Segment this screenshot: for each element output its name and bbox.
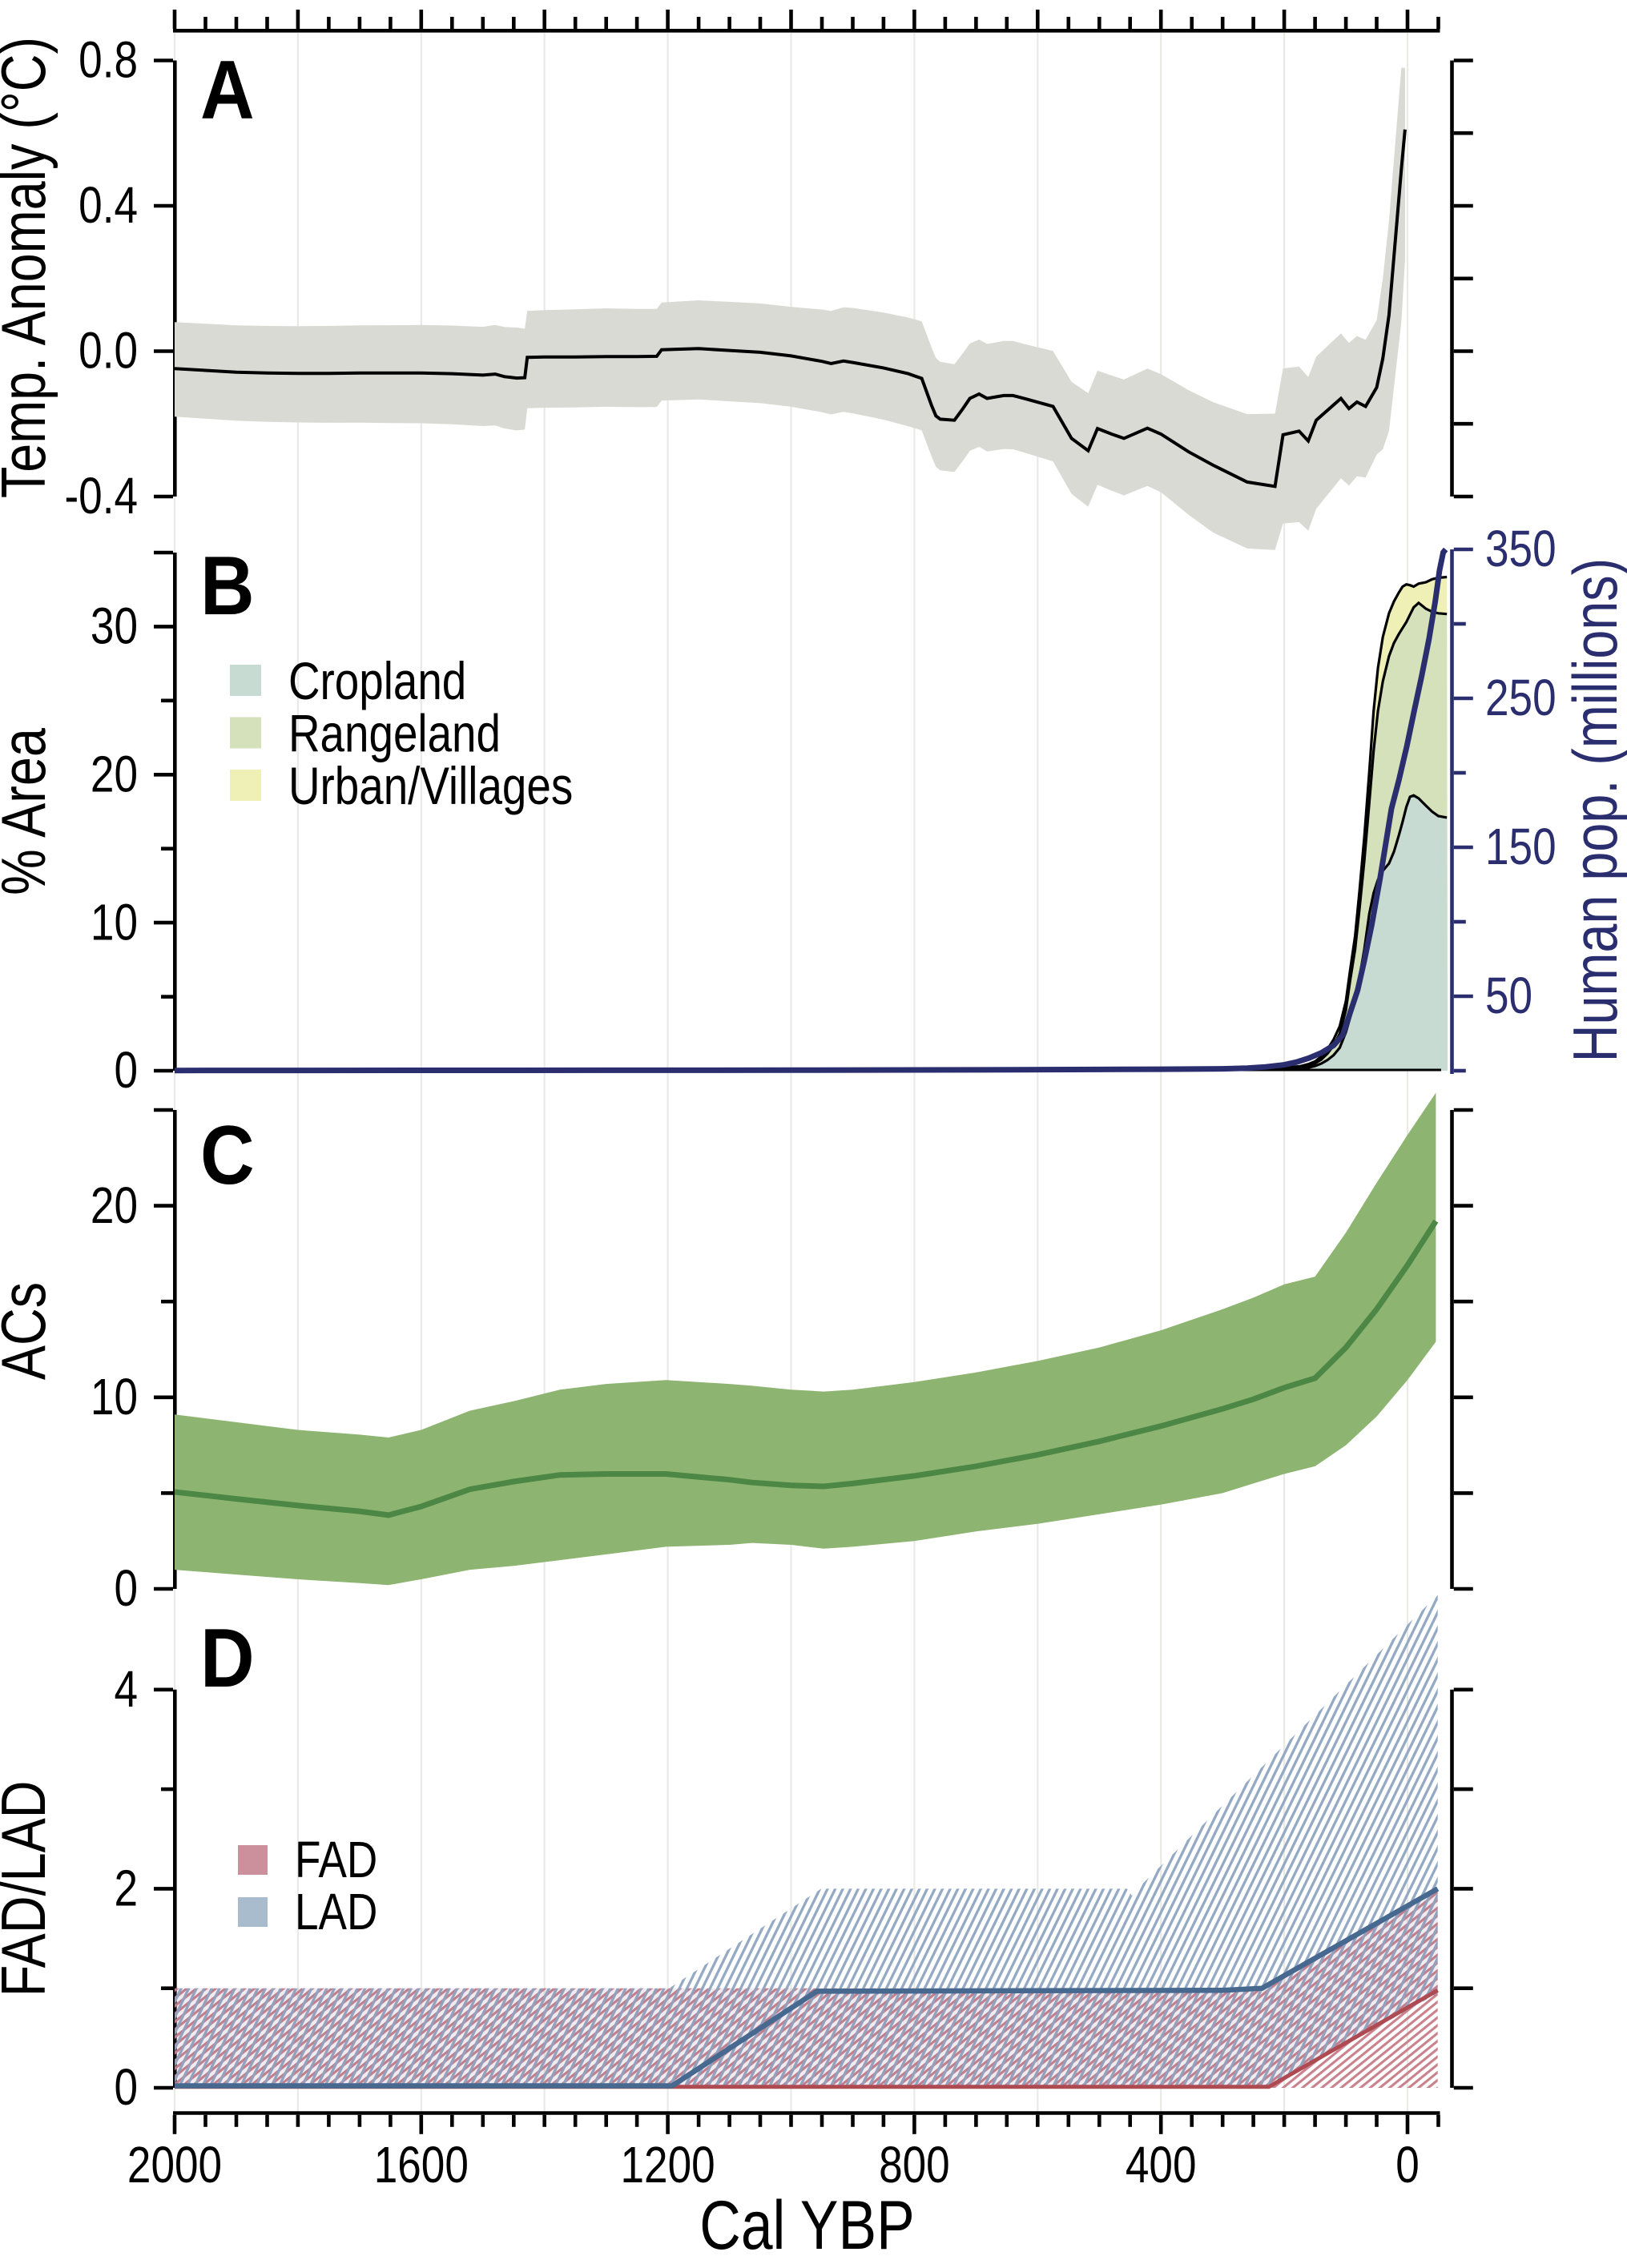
svg-text:Cropland: Cropland: [288, 651, 466, 710]
svg-text:FAD/LAD: FAD/LAD: [0, 1781, 59, 1997]
svg-text:0: 0: [1395, 2137, 1420, 2194]
svg-text:Temp. Anomaly (°C): Temp. Anomaly (°C): [0, 37, 59, 498]
svg-text:20: 20: [91, 746, 138, 803]
svg-text:Cal YBP: Cal YBP: [699, 2186, 914, 2264]
svg-text:Urban/Villages: Urban/Villages: [288, 756, 573, 815]
svg-text:1600: 1600: [374, 2137, 469, 2194]
svg-text:FAD: FAD: [295, 1832, 377, 1889]
svg-text:10: 10: [91, 1369, 138, 1426]
svg-text:0: 0: [114, 1561, 138, 1618]
svg-text:10: 10: [91, 895, 138, 951]
svg-text:D: D: [200, 1611, 255, 1704]
svg-text:ACs: ACs: [0, 1282, 59, 1380]
svg-text:4: 4: [114, 1661, 138, 1718]
svg-text:250: 250: [1485, 670, 1557, 727]
svg-text:0.0: 0.0: [79, 323, 138, 380]
svg-text:350: 350: [1485, 521, 1557, 578]
svg-text:400: 400: [1126, 2137, 1197, 2194]
svg-text:20: 20: [91, 1177, 138, 1234]
svg-text:-0.4: -0.4: [64, 468, 138, 525]
svg-text:C: C: [200, 1108, 255, 1201]
svg-text:0.8: 0.8: [79, 32, 138, 89]
svg-text:Rangeland: Rangeland: [288, 704, 501, 763]
svg-text:LAD: LAD: [295, 1884, 377, 1941]
svg-text:150: 150: [1485, 819, 1557, 876]
svg-text:50: 50: [1485, 968, 1532, 1025]
svg-text:% Area: % Area: [0, 728, 59, 895]
svg-text:1200: 1200: [621, 2137, 715, 2194]
svg-text:0: 0: [114, 2060, 138, 2117]
svg-text:Human pop. (millions): Human pop. (millions): [1561, 558, 1627, 1062]
svg-text:0.4: 0.4: [79, 178, 138, 235]
svg-text:30: 30: [91, 598, 138, 655]
svg-text:0: 0: [114, 1043, 138, 1100]
svg-text:2000: 2000: [127, 2137, 222, 2194]
svg-text:800: 800: [879, 2137, 950, 2194]
svg-text:2: 2: [114, 1860, 138, 1917]
svg-text:A: A: [200, 42, 255, 136]
svg-text:B: B: [200, 538, 255, 632]
